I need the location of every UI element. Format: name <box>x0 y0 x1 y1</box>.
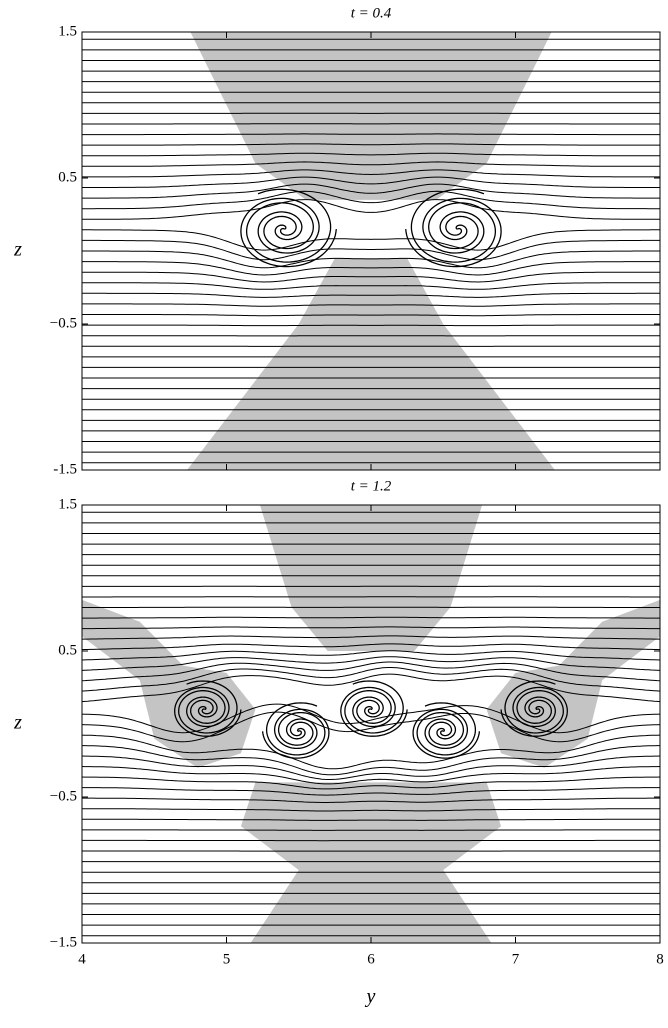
x-tick-label: 5 <box>223 951 231 967</box>
vortex <box>500 686 568 737</box>
streamline <box>82 190 660 210</box>
streamline <box>82 250 660 269</box>
y-axis-label: z <box>13 239 22 261</box>
plot-area <box>82 505 660 943</box>
vortex <box>240 197 337 268</box>
streamline <box>82 176 660 188</box>
vortex <box>174 686 242 737</box>
y-tick-label: −1.5 <box>50 934 77 950</box>
streamline <box>82 239 660 261</box>
y-tick-label: 1.5 <box>58 496 77 512</box>
streamline <box>82 667 660 692</box>
y-tick-label: -1.5 <box>53 461 77 477</box>
vortex <box>245 188 332 263</box>
streamline <box>82 133 660 136</box>
streamline <box>82 818 660 821</box>
streamline <box>82 314 660 317</box>
streamline <box>82 656 660 671</box>
panel-title: t = 1.2 <box>351 478 392 494</box>
streamline <box>82 703 660 734</box>
streamline <box>82 808 660 812</box>
streamline <box>82 143 660 146</box>
streamline <box>82 199 660 220</box>
vortex <box>410 188 497 263</box>
panel: t = 0.4 z -1.5 −0.5 0.5 1.5 <box>13 5 661 477</box>
streamline <box>82 745 660 776</box>
y-tick-label: −0.5 <box>50 788 77 804</box>
streamline <box>82 183 660 199</box>
y-tick-label: 1.5 <box>58 23 77 39</box>
shaded-region <box>259 505 483 651</box>
streamline <box>82 169 660 178</box>
y-tick-label: 0.5 <box>58 642 77 658</box>
streamline <box>82 271 660 283</box>
streamline <box>82 261 660 276</box>
vortex <box>504 680 564 734</box>
streamline <box>82 766 660 785</box>
streamline <box>82 635 660 640</box>
streamline <box>82 797 660 803</box>
streamline <box>82 829 660 831</box>
streamline <box>82 161 660 167</box>
streamline <box>82 292 660 298</box>
vortex <box>412 708 481 759</box>
vortex <box>340 686 408 737</box>
y-tick-label: −0.5 <box>50 315 77 331</box>
panel-title: t = 0.4 <box>351 5 392 21</box>
vortex <box>344 680 404 734</box>
y-tick-label: 0.5 <box>58 169 77 185</box>
streamline <box>82 711 660 743</box>
shaded-region <box>187 258 555 470</box>
streamline <box>82 650 660 661</box>
vortex <box>405 197 502 268</box>
x-axis-label: y <box>365 986 376 1008</box>
shaded-region <box>190 32 552 200</box>
streamline <box>82 661 660 682</box>
streamline <box>82 229 660 251</box>
streamline <box>82 643 660 651</box>
vortex <box>261 708 330 759</box>
streamline <box>82 673 660 703</box>
streamline <box>82 787 660 796</box>
vortex <box>416 702 477 756</box>
streamline <box>82 616 660 619</box>
shaded-region <box>240 782 502 943</box>
y-axis-label: z <box>13 712 22 734</box>
streamline <box>82 303 660 307</box>
plot-area <box>82 32 660 470</box>
x-tick-label: 8 <box>656 951 664 967</box>
streamline <box>82 734 660 770</box>
streamline <box>82 755 660 780</box>
streamline <box>82 776 660 790</box>
streamline <box>82 152 660 157</box>
panel: t = 1.2 z −1.5 −0.5 0.5 1.5 4 5 6 7 8 y <box>13 478 664 1007</box>
x-tick-label: 4 <box>78 951 86 967</box>
streamline <box>82 282 660 290</box>
x-tick-label: 6 <box>367 951 375 967</box>
streamline <box>82 626 660 630</box>
vortex <box>265 702 326 756</box>
vortex <box>178 680 238 734</box>
streamline <box>82 324 660 327</box>
x-tick-label: 7 <box>512 951 520 967</box>
